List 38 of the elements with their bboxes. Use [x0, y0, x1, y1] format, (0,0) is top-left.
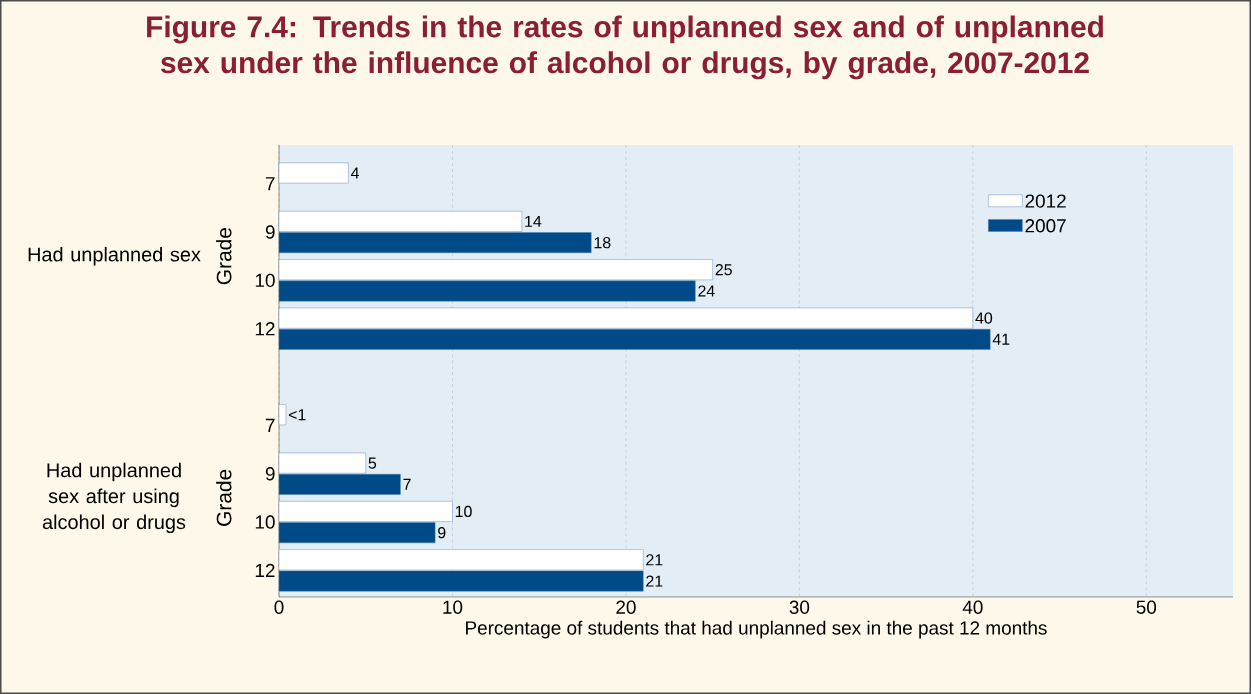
y-tick-label: 9 [265, 225, 275, 239]
y-tick-label: 9 [265, 467, 275, 481]
data-label: 5 [368, 457, 377, 469]
y-tick-label: 10 [255, 515, 275, 529]
x-tick-label: 40 [962, 600, 983, 614]
data-label: 41 [992, 333, 1010, 345]
data-label: 21 [646, 554, 663, 566]
y-tick-label: 10 [255, 273, 275, 288]
x-tick-label: 10 [443, 600, 463, 614]
y-axis-title: Grade [216, 228, 232, 285]
data-label: 24 [698, 285, 715, 297]
data-label: 14 [525, 215, 542, 227]
x-tick-label: 20 [616, 600, 636, 614]
data-label: 9 [438, 527, 446, 539]
x-tick-label: 30 [789, 600, 810, 614]
chart-title: Figure 7.4: Trends in the rates of unplanned sex and of unplanned sex under the influence of alcohol or drugs, by grade, 2007-2012 [147, 15, 1103, 80]
data-label: 21 [646, 575, 663, 587]
legend-label: 2012 [1025, 194, 1066, 208]
x-tick-label: 50 [1136, 600, 1157, 614]
data-label: <1 [288, 409, 306, 421]
text: Grade [216, 469, 232, 526]
data-label: 25 [715, 264, 732, 276]
bar [278, 404, 287, 426]
y-tick-label: 12 [255, 322, 275, 336]
legend-label: 2007 [1025, 219, 1066, 233]
data-label: 10 [455, 505, 472, 518]
x-tick-label: 0 [274, 600, 284, 614]
y-tick-label: 7 [265, 177, 275, 191]
y-tick-label: 12 [255, 563, 275, 578]
y-tick-label: 7 [265, 418, 275, 432]
x-axis-title: Percentage of students that had unplanned sex in the past 12 months [466, 620, 1047, 639]
data-label: 18 [594, 237, 611, 249]
data-label: 7 [403, 478, 411, 490]
data-label: 4 [350, 167, 359, 179]
data-label: 40 [975, 312, 993, 324]
text: Had unplanned sex [28, 246, 201, 266]
text: Had unplanned sex after using alcohol or drugs [42, 462, 186, 534]
bar [278, 162, 349, 184]
